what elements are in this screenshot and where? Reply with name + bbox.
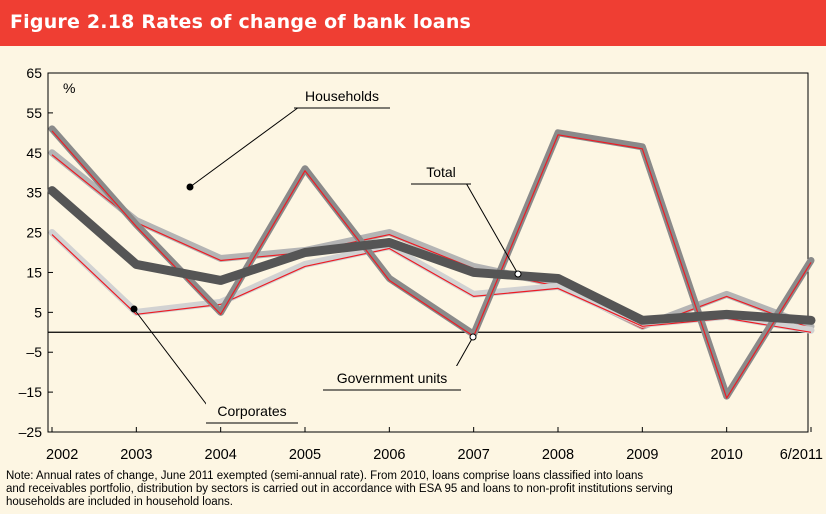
x-tick-label: 2006 <box>373 447 405 463</box>
y-tick-label: 25 <box>26 225 42 241</box>
x-tick-label: 2008 <box>542 447 574 463</box>
plot-area-frame <box>47 72 809 433</box>
x-tick-label: 2003 <box>120 447 152 463</box>
x-tick-label: 2010 <box>711 447 743 463</box>
annotation-leader-government-units <box>455 336 474 368</box>
figure-note: Note: Annual rates of change, June 2011 … <box>6 470 818 509</box>
annotation-dot-total <box>514 270 522 278</box>
annotation-label-households: Households <box>305 88 379 104</box>
annotation-box-government-units <box>323 366 461 390</box>
series-line-households <box>48 149 815 330</box>
series-line-total <box>47 186 816 325</box>
x-tick-label: 2004 <box>205 447 237 463</box>
x-tick-label: 2005 <box>289 447 321 463</box>
x-tick-label: 2009 <box>626 447 658 463</box>
y-tick-label: 45 <box>26 145 42 161</box>
line-chart: 65 55 45 35 25 15 5 –5 –15 –25% 2002 2003 2004 2005 20… <box>19 65 823 463</box>
y-tick-label: 55 <box>26 105 42 121</box>
x-tick-label: 2002 <box>46 447 78 463</box>
figure-title: Figure 2.18 Rates of change of bank loan… <box>10 11 472 33</box>
note-line-2: and receivables portfolio, distribution … <box>6 483 673 495</box>
annotation-label-government-units: Government units <box>337 370 448 386</box>
y-axis-unit: % <box>63 80 75 96</box>
y-tick-label: 35 <box>26 185 42 201</box>
y-tick-label: 5 <box>34 304 42 320</box>
annotation-box-corporates <box>206 399 298 423</box>
annotation-dot-corporates <box>130 305 138 313</box>
x-tick-label: 2007 <box>458 447 490 463</box>
annotation-label-total: Total <box>426 164 456 180</box>
y-tick-label: –15 <box>19 384 43 400</box>
annotation-leader-corporates <box>133 308 211 410</box>
annotation-label-corporates: Corporates <box>217 403 286 419</box>
annotation-leader-households <box>189 106 300 188</box>
annotation-box-households <box>294 84 390 108</box>
x-tick-label: 6/2011 <box>780 447 823 463</box>
series-highlight-households <box>51 154 812 329</box>
annotation-dot-government-units <box>469 333 477 341</box>
note-line-3: households are included in household loa… <box>6 496 233 508</box>
figure-header: Figure 2.18 Rates of change of bank loan… <box>0 0 826 46</box>
annotation-dot-households <box>186 183 194 191</box>
y-tick-label: 15 <box>26 264 42 280</box>
annotation-leader-total <box>465 182 519 275</box>
y-tick-label: –5 <box>26 344 42 360</box>
y-tick-label: –25 <box>19 424 43 440</box>
series-highlight-corporates <box>51 234 812 333</box>
annotation-box-total <box>411 160 471 184</box>
note-line-1: Note: Annual rates of change, June 2011 … <box>6 470 644 482</box>
y-tick-label: 65 <box>26 65 42 81</box>
